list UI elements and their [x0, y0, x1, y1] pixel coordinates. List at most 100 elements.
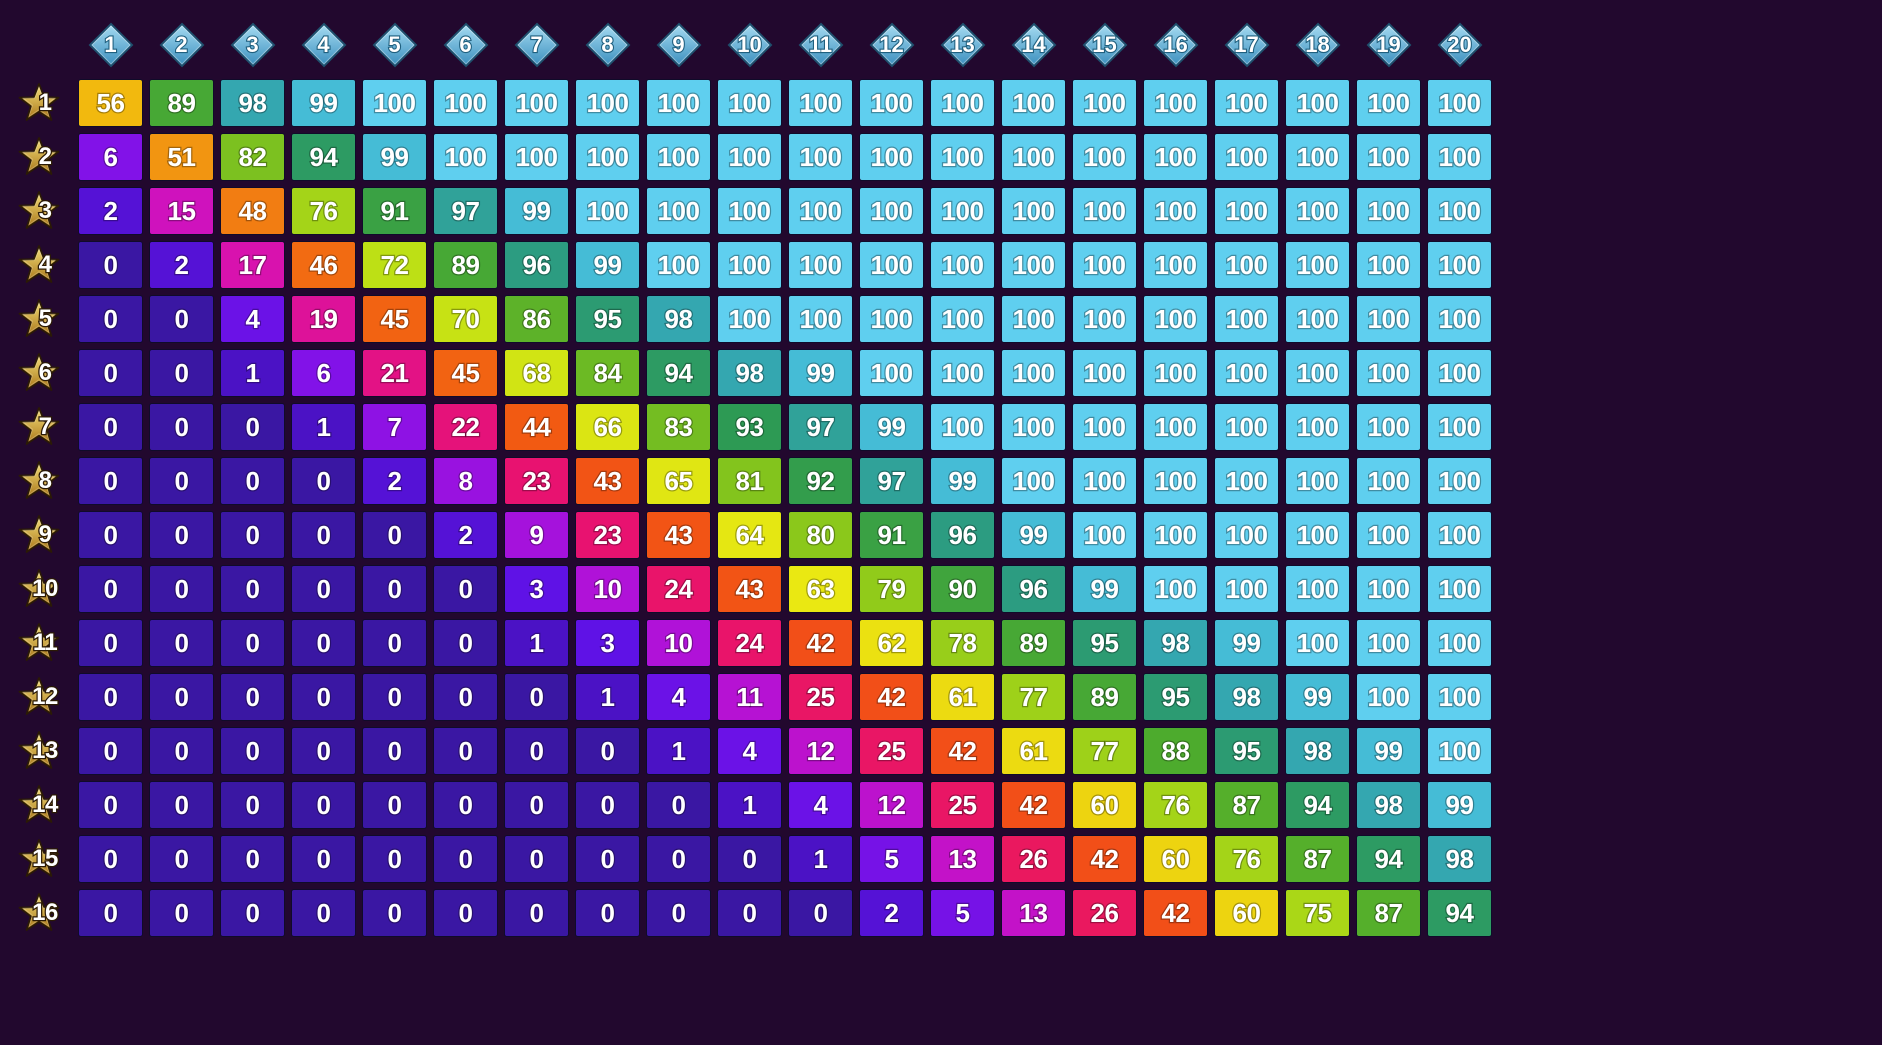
- cell-value: 0: [175, 574, 189, 605]
- value-cell: 100: [859, 133, 924, 181]
- value-cell: 0: [433, 889, 498, 937]
- cell-value: 100: [1297, 574, 1339, 605]
- cell-value: 0: [672, 898, 686, 929]
- column-header-label: 11: [798, 22, 844, 68]
- cell-value: 100: [1226, 250, 1268, 281]
- value-cell: 100: [1143, 79, 1208, 127]
- value-cell: 66: [575, 403, 640, 451]
- cell-value: 0: [317, 520, 331, 551]
- value-cell: 0: [149, 619, 214, 667]
- cell-value: 4: [814, 790, 828, 821]
- value-cell: 100: [646, 133, 711, 181]
- cell-value: 99: [594, 250, 622, 281]
- cell-value: 61: [1020, 736, 1048, 767]
- value-cell: 96: [504, 241, 569, 289]
- table-cell: 0: [220, 565, 285, 613]
- value-cell: 100: [1285, 295, 1350, 343]
- column-header-label: 7: [514, 22, 560, 68]
- cell-value: 42: [1020, 790, 1048, 821]
- table-cell: 97: [433, 187, 498, 235]
- table-cell: 60: [1072, 781, 1137, 829]
- cell-value: 45: [381, 304, 409, 335]
- cell-value: 100: [1368, 574, 1410, 605]
- value-cell: 89: [1001, 619, 1066, 667]
- table-cell: 100: [1214, 565, 1279, 613]
- cell-value: 95: [594, 304, 622, 335]
- value-cell: 42: [1072, 835, 1137, 883]
- value-cell: 43: [717, 565, 782, 613]
- table-cell: 100: [1001, 457, 1066, 505]
- cell-value: 0: [530, 898, 544, 929]
- value-cell: 99: [291, 79, 356, 127]
- cell-value: 6: [317, 358, 331, 389]
- value-cell: 76: [1143, 781, 1208, 829]
- table-cell: 0: [220, 619, 285, 667]
- value-cell: 100: [1285, 565, 1350, 613]
- value-cell: 78: [930, 619, 995, 667]
- value-cell: 100: [859, 187, 924, 235]
- table-cell: 100: [1214, 511, 1279, 559]
- table-cell: 100: [1072, 511, 1137, 559]
- cell-value: 0: [601, 844, 615, 875]
- table-cell: 3: [575, 619, 640, 667]
- row-header: 16: [18, 889, 72, 937]
- cell-value: 60: [1162, 844, 1190, 875]
- cell-value: 0: [317, 844, 331, 875]
- value-cell: 2: [362, 457, 427, 505]
- table-cell: 98: [1285, 727, 1350, 775]
- row-header: 5: [18, 295, 72, 343]
- table-cell: 68: [504, 349, 569, 397]
- table-cell: 0: [291, 457, 356, 505]
- cell-value: 0: [388, 844, 402, 875]
- value-cell: 0: [78, 457, 143, 505]
- table-cell: 100: [788, 79, 853, 127]
- table-cell: 15: [149, 187, 214, 235]
- value-cell: 0: [149, 511, 214, 559]
- value-cell: 43: [646, 511, 711, 559]
- table-cell: 100: [930, 187, 995, 235]
- table-cell: 100: [1001, 79, 1066, 127]
- value-cell: 0: [433, 673, 498, 721]
- table-cell: 0: [291, 619, 356, 667]
- cell-value: 0: [175, 520, 189, 551]
- diamond-icon: 19: [1366, 22, 1412, 68]
- table-cell: 86: [504, 295, 569, 343]
- value-cell: 0: [575, 835, 640, 883]
- cell-value: 0: [317, 682, 331, 713]
- table-cell: 100: [1285, 349, 1350, 397]
- table-cell: 100: [1001, 241, 1066, 289]
- value-cell: 89: [1072, 673, 1137, 721]
- cell-value: 4: [246, 304, 260, 335]
- value-cell: 100: [1001, 295, 1066, 343]
- table-cell: 98: [717, 349, 782, 397]
- table-cell: 0: [717, 835, 782, 883]
- table-cell: 100: [1356, 79, 1421, 127]
- value-cell: 0: [504, 835, 569, 883]
- table-cell: 0: [575, 889, 640, 937]
- value-cell: 100: [1356, 511, 1421, 559]
- table-body: 1 56899899100100100100100100100100100100…: [18, 79, 1492, 937]
- cell-value: 100: [871, 250, 913, 281]
- cell-value: 0: [743, 898, 757, 929]
- table-row: 12 000000014112542617789959899100100: [18, 673, 1492, 721]
- cell-value: 100: [1439, 412, 1481, 443]
- corner-cell: [18, 22, 72, 73]
- table-cell: 100: [1001, 349, 1066, 397]
- table-cell: 0: [291, 835, 356, 883]
- table-cell: 44: [504, 403, 569, 451]
- value-cell: 4: [717, 727, 782, 775]
- cell-value: 100: [1368, 628, 1410, 659]
- cell-value: 94: [1375, 844, 1403, 875]
- value-cell: 100: [1072, 295, 1137, 343]
- cell-value: 0: [388, 736, 402, 767]
- cell-value: 100: [1084, 196, 1126, 227]
- table-cell: 100: [1285, 511, 1350, 559]
- cell-value: 48: [239, 196, 267, 227]
- table-cell: 1: [575, 673, 640, 721]
- cell-value: 83: [665, 412, 693, 443]
- value-cell: 0: [220, 889, 285, 937]
- cell-value: 100: [871, 358, 913, 389]
- value-cell: 100: [1356, 133, 1421, 181]
- column-header: 6: [433, 22, 498, 73]
- table-cell: 89: [1001, 619, 1066, 667]
